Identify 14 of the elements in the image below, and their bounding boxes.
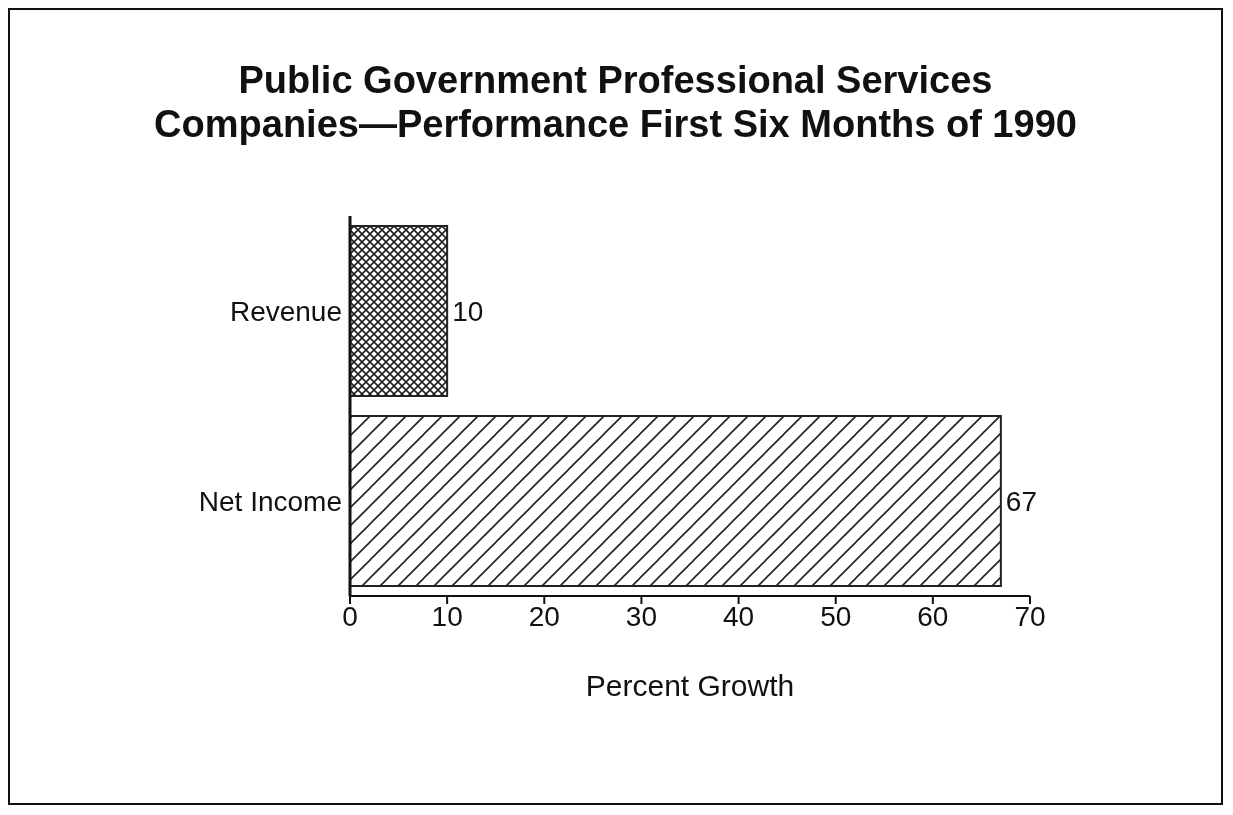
x-tick-label: 20	[528, 600, 560, 632]
data-label: 67	[1005, 485, 1038, 517]
x-tick-label: 70	[1014, 600, 1046, 632]
y-tick-label: Net Income	[198, 485, 342, 517]
chart-title: Public Government Professional Services Companies—Performance First Six Months of 1990	[153, 58, 1078, 146]
x-tick-label: 60	[917, 600, 949, 632]
x-tick-label: 10	[431, 600, 463, 632]
x-tick-label: 30	[625, 600, 658, 632]
x-tick-label: 40	[722, 600, 755, 632]
x-tick-label: 50	[820, 600, 852, 632]
data-label: 10	[452, 295, 484, 327]
x-axis-title: Percent Growth	[585, 669, 795, 702]
y-tick-label: Revenue	[229, 295, 342, 327]
x-tick-label: 0	[342, 600, 358, 632]
